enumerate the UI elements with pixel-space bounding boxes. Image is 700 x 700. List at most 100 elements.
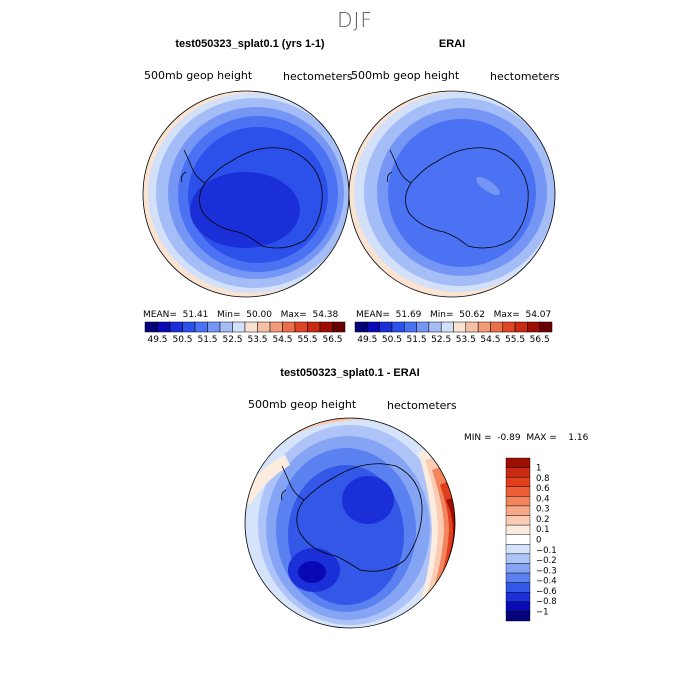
panel-2-map	[349, 91, 555, 297]
panel-1-colorbar-swatch	[182, 321, 196, 333]
panel-2-colorbar-tick-label: 53.5	[456, 335, 476, 345]
panel-1-colorbar-swatch	[144, 321, 158, 333]
panel-3-colorbar-swatch	[505, 601, 531, 612]
panel-3-min-label: MIN =	[464, 433, 492, 443]
panel-3-map	[245, 418, 455, 628]
panel-1-colorbar: 49.5 50.5 51.5 52.5 53.5 54.5 55.5 56.5	[144, 321, 346, 345]
panel-2-colorbar-swatch	[391, 321, 405, 333]
panel-2-units: hectometers	[490, 70, 560, 83]
panel-3-colorbar-swatch	[505, 505, 531, 516]
panel-1-colorbar-swatch	[269, 321, 283, 333]
panel-3-colorbar-swatch	[505, 592, 531, 603]
panel-3-colorbar-tick-label: −0.3	[536, 566, 557, 576]
panel-2-mean-value: 51.69	[395, 310, 422, 320]
panel-3-colorbar-tick-label: −0.6	[536, 587, 557, 597]
panel-2-title: ERAI	[438, 38, 466, 50]
panel-1-colorbar-tick-label: 55.5	[297, 335, 317, 345]
panel-2-colorbar-swatch	[527, 321, 540, 333]
panel-1-colorbar-tick-label: 49.5	[147, 335, 167, 345]
panel-3-colorbar-tick-label: 0.6	[536, 484, 550, 494]
panel-3-colorbar-swatch	[505, 582, 531, 593]
panel-1-colorbar-tick-label: 52.5	[222, 335, 242, 345]
panel-3-colorbar-swatch	[505, 476, 531, 487]
panel-2-colorbar-swatch	[428, 321, 442, 333]
panel-2-field-label: 500mb geop height	[351, 69, 460, 82]
panel-3-colorbar-tick-label: −0.2	[536, 556, 557, 566]
panel-1-colorbar-swatch	[282, 321, 296, 333]
panel-2-min-value: 50.62	[459, 310, 485, 320]
panel-2-colorbar-tick-label: 52.5	[431, 335, 451, 345]
panel-1-title: test050323_splat0.1 (yrs 1-1)	[175, 38, 325, 50]
panel-1-colorbar-swatch	[244, 321, 258, 333]
panel-2-colorbar-tick-label: 54.5	[480, 335, 500, 345]
panel-2-colorbar-swatch	[367, 321, 380, 333]
panel-2-colorbar-tick-label: 55.5	[505, 335, 525, 345]
panel-1-field-label: 500mb geop height	[144, 69, 253, 82]
panel-1-max-value: 54.38	[312, 310, 339, 320]
panel-2-min-label: Min=	[429, 310, 454, 320]
panel-3-colorbar-tick-label: 0	[536, 536, 541, 546]
panel-2-colorbar-swatch	[465, 321, 479, 333]
panel-1-mean-label: MEAN=	[143, 310, 177, 320]
panel-1-colorbar-tick-label: 53.5	[247, 335, 267, 345]
panel-2-colorbar: 49.5 50.5 51.5 52.5 53.5 54.5 55.5 56.5	[354, 321, 553, 345]
panel-1-mean-value: 51.41	[182, 310, 209, 320]
panel-2-colorbar-swatch	[453, 321, 467, 333]
panel-2-mean-label: MEAN=	[356, 310, 390, 320]
panel-2-colorbar-swatch	[416, 321, 430, 333]
panel-1-colorbar-swatch	[169, 321, 183, 333]
panel-3-max-value: 1.16	[568, 433, 589, 443]
panel-1-colorbar-swatch	[257, 321, 271, 333]
panel-3-colorbar-tick-label: 1	[536, 464, 541, 474]
panel-3-colorbar-swatch	[505, 515, 531, 526]
panel-3-colorbar-tick-label: 0.3	[536, 505, 550, 515]
panel-2-max-label: Max=	[493, 310, 520, 320]
panel-3-colorbar: 10.80.60.40.30.20.10−0.1−0.2−0.3−0.4−0.6…	[505, 457, 557, 622]
panel-3-min-value: -0.89	[497, 433, 521, 443]
panel-2-colorbar-swatch	[477, 321, 491, 333]
panel-1-colorbar-tick-label: 54.5	[272, 335, 292, 345]
panel-1-colorbar-swatch	[332, 321, 346, 333]
panel-3-colorbar-tick-label: 0.2	[536, 515, 550, 525]
panel-2-coastline	[405, 147, 529, 249]
panel-1-colorbar-tick-label: 56.5	[322, 335, 342, 345]
panel-2-colorbar-swatch	[502, 321, 516, 333]
panel-2-colorbar-tick-label: 56.5	[530, 335, 550, 345]
panel-2-colorbar-swatch	[539, 321, 553, 333]
panel-1-colorbar-swatch	[219, 321, 233, 333]
panel-2-colorbar-swatch	[490, 321, 503, 333]
panel-3-colorbar-tick-label: −0.8	[536, 597, 557, 607]
page-title: DJF	[337, 8, 373, 32]
panel-1-colorbar-swatch	[207, 321, 221, 333]
panel-1-colorbar-swatch	[307, 321, 321, 333]
panel-2-colorbar-swatch	[514, 321, 528, 333]
panel-3-colorbar-swatch	[505, 524, 531, 535]
panel-1-colorbar-swatch	[319, 321, 333, 333]
panel-1-min-label: Min=	[216, 310, 241, 320]
panel-3-colorbar-swatch	[505, 572, 531, 583]
panel-3-colorbar-tick-label: 0.1	[536, 525, 550, 535]
panel-1-colorbar-tick-label: 51.5	[197, 335, 217, 345]
panel-1-min-value: 50.00	[246, 310, 272, 320]
panel-3-colorbar-swatch	[505, 563, 531, 574]
panel-3-colorbar-swatch	[505, 457, 531, 468]
panel-1-units: hectometers	[283, 70, 353, 83]
panel-3-colorbar-swatch	[505, 534, 531, 545]
panel-3-colorbar-swatch	[505, 467, 531, 478]
panel-3-colorbar-tick-label: −0.1	[536, 546, 557, 556]
panel-3-coastline	[296, 463, 423, 572]
panel-2-max-value: 54.07	[525, 310, 552, 320]
panel-3-colorbar-swatch	[505, 553, 531, 564]
panel-1-max-label: Max=	[280, 310, 307, 320]
panel-2-colorbar-tick-label: 50.5	[382, 335, 402, 345]
panel-3-colorbar-swatch	[505, 611, 531, 622]
panel-3-colorbar-tick-label: 0.4	[536, 494, 550, 504]
panel-3-stats: MIN = -0.89 MAX = 1.16	[464, 433, 588, 443]
panel-1-colorbar-swatch	[194, 321, 208, 333]
panel-3-units: hectometers	[387, 399, 457, 412]
panel-3-field-label: 500mb geop height	[248, 398, 357, 411]
panel-2-colorbar-swatch	[354, 321, 368, 333]
panel-1-coastline	[199, 147, 323, 249]
panel-3-colorbar-swatch	[505, 486, 531, 497]
